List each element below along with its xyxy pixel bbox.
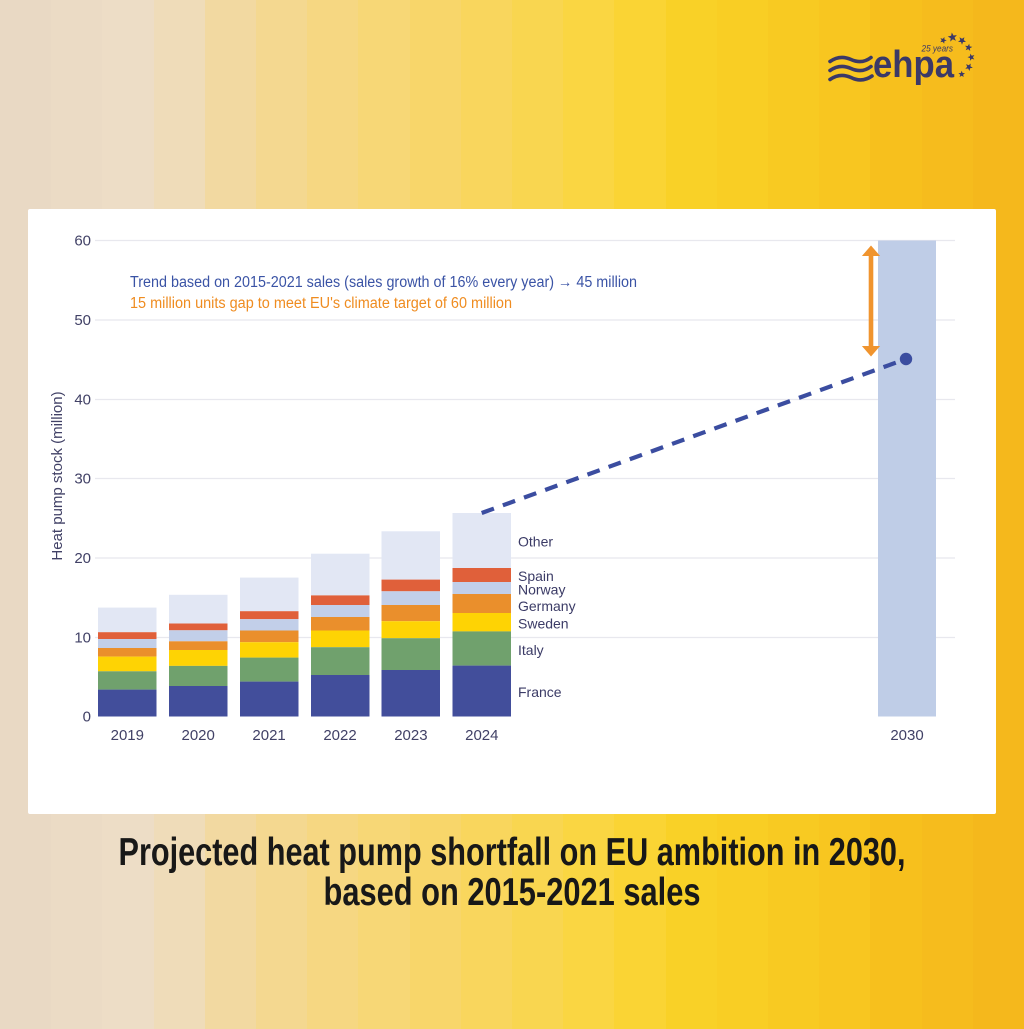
svg-text:0: 0 [83,709,91,726]
svg-text:10: 10 [74,630,91,647]
svg-text:2020: 2020 [182,727,215,744]
svg-text:Sweden: Sweden [518,615,569,631]
svg-text:60: 60 [74,233,91,250]
svg-text:Spain: Spain [518,568,554,584]
svg-text:20: 20 [74,550,91,567]
svg-text:30: 30 [74,471,91,488]
svg-text:Heat pump stock (million): Heat pump stock (million) [49,391,66,560]
svg-text:40: 40 [74,392,91,409]
svg-text:ehpa: ehpa [873,44,955,86]
svg-text:Other: Other [518,533,553,549]
svg-text:Norway: Norway [518,582,565,598]
svg-text:France: France [518,684,562,700]
svg-text:2030: 2030 [890,727,923,744]
svg-text:2022: 2022 [323,727,356,744]
svg-text:Projected heat pump shortfall: Projected heat pump shortfall on EU ambi… [119,831,906,874]
svg-text:Italy: Italy [518,642,544,658]
svg-text:Trend based on 2015-2021 sales: Trend based on 2015-2021 sales (sales gr… [130,274,637,291]
svg-text:Germany: Germany [518,598,576,614]
svg-text:50: 50 [74,312,91,329]
svg-text:based on 2015-2021 sales: based on 2015-2021 sales [324,871,701,914]
svg-text:25 years: 25 years [921,44,954,54]
svg-text:2021: 2021 [252,727,285,744]
svg-text:15 million units gap to meet E: 15 million units gap to meet EU's climat… [130,295,512,312]
svg-text:2019: 2019 [111,727,144,744]
svg-text:2024: 2024 [465,727,498,744]
svg-text:2023: 2023 [394,727,427,744]
